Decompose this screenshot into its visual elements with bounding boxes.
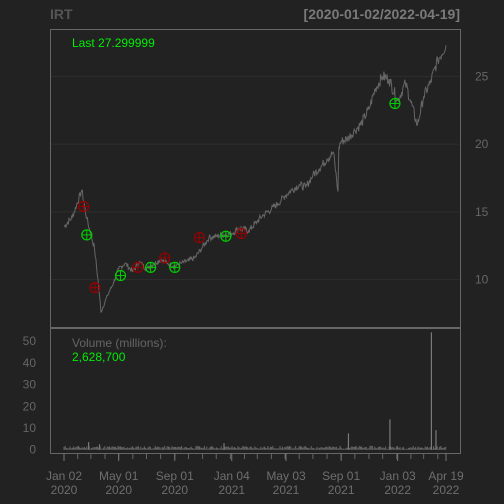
x-tick-label: Jan 04 xyxy=(214,469,250,483)
price-y-tick-label: 20 xyxy=(475,137,489,151)
x-tick-label: May 03 xyxy=(266,469,306,483)
x-tick-label: Jan 03 xyxy=(380,469,416,483)
x-tick-label: Jan 02 xyxy=(46,469,82,483)
price-panel: 10 15 20 25 Last 27.299999 xyxy=(50,29,489,328)
sell-signal-marker xyxy=(132,261,144,273)
sell-signal-marker xyxy=(235,227,247,240)
sell-signal-marker xyxy=(159,252,171,264)
volume-y-tick-label: 40 xyxy=(23,356,37,370)
chart-date-range: [2020-01-02/2022-04-19] xyxy=(304,6,460,22)
sell-signal-marker xyxy=(193,232,205,244)
last-price-label: Last 27.299999 xyxy=(72,36,155,50)
x-tick-label: May 01 xyxy=(99,469,139,483)
volume-panel-border xyxy=(50,328,461,454)
sell-signal-marker xyxy=(89,282,101,294)
x-tick-year-label: 2021 xyxy=(273,483,300,497)
x-tick-year-label: 2021 xyxy=(218,483,245,497)
buy-signal-marker xyxy=(220,230,232,242)
x-tick-year-label: 2021 xyxy=(328,483,355,497)
price-y-tick-label: 15 xyxy=(475,205,489,219)
volume-y-axis: 0 10 20 30 40 50 xyxy=(23,334,37,457)
volume-y-tick-label: 30 xyxy=(23,378,37,392)
x-tick-year-label: 2020 xyxy=(51,483,78,497)
volume-last-value: 2,628,700 xyxy=(72,350,126,364)
volume-y-tick-label: 50 xyxy=(23,334,37,348)
price-grid xyxy=(51,75,459,281)
price-series-line xyxy=(63,45,447,313)
price-y-tick-label: 25 xyxy=(475,69,489,83)
chart-symbol-title: IRT xyxy=(50,6,73,22)
price-y-axis: 10 15 20 25 xyxy=(475,69,489,286)
volume-y-tick-label: 10 xyxy=(23,421,37,435)
buy-signal-marker xyxy=(114,269,127,282)
x-tick-year-label: 2022 xyxy=(384,483,411,497)
x-tick-year-label: 2022 xyxy=(433,483,460,497)
volume-label: Volume (millions): xyxy=(72,336,167,350)
buy-signal-marker xyxy=(145,261,157,273)
x-tick-year-label: 2020 xyxy=(105,483,132,497)
price-y-tick-label: 10 xyxy=(475,273,489,287)
buy-signal-marker xyxy=(389,97,401,110)
volume-y-tick-label: 0 xyxy=(29,443,36,457)
volume-y-tick-label: 20 xyxy=(23,399,37,413)
volume-panel: 0 10 20 30 40 50 Volume (millions): 2,628,700 xyxy=(23,328,461,457)
x-tick-label: Apr 19 xyxy=(428,469,464,483)
x-tick-year-label: 2020 xyxy=(161,483,188,497)
volume-bars xyxy=(63,332,447,450)
sell-signal-marker xyxy=(78,200,90,213)
x-tick-label: Sep 01 xyxy=(156,469,194,483)
signal-markers xyxy=(78,97,401,294)
buy-signal-marker xyxy=(169,261,181,273)
buy-signal-marker xyxy=(81,229,93,241)
price-panel-border xyxy=(50,29,461,328)
x-tick-label: Sep 01 xyxy=(322,469,360,483)
